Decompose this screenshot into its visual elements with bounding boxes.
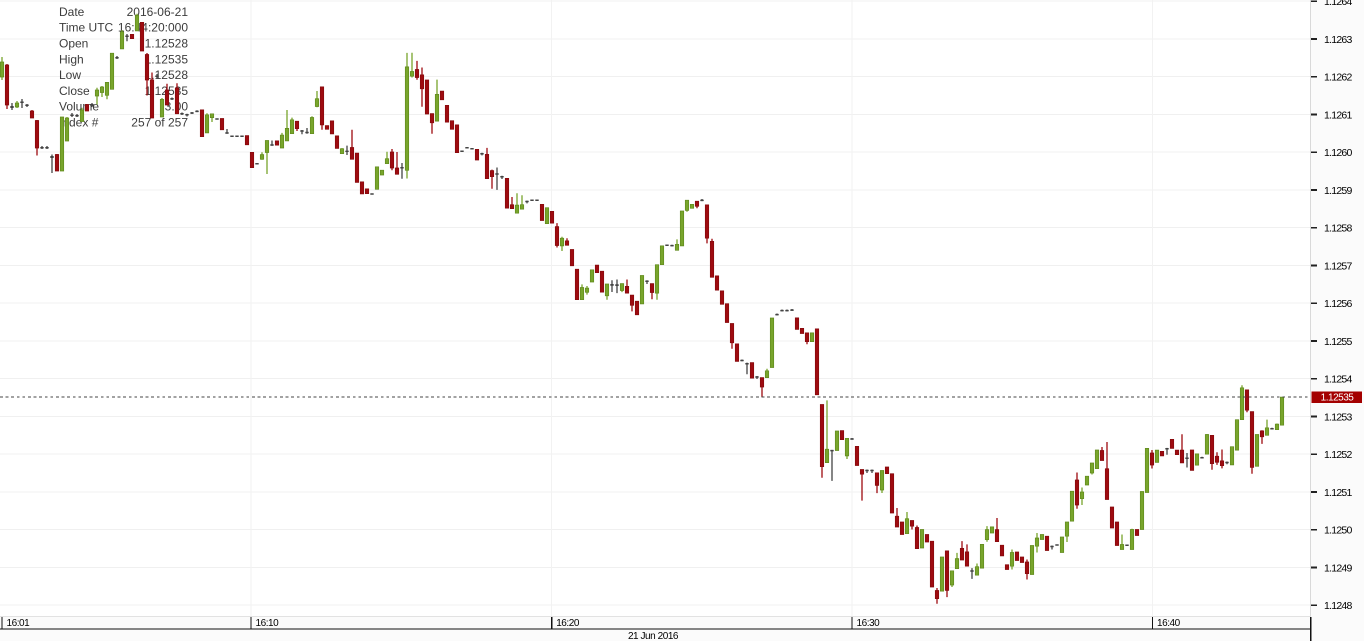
svg-text:1.12535: 1.12535 (1321, 393, 1355, 404)
svg-text:Close: Close (59, 84, 90, 98)
svg-text:Time UTC: Time UTC (59, 21, 114, 35)
svg-text:16:44:20:000: 16:44:20:000 (118, 21, 188, 35)
svg-text:16:30: 16:30 (857, 618, 881, 629)
svg-text:1.1251: 1.1251 (1324, 487, 1353, 499)
svg-text:1.1264: 1.1264 (1324, 0, 1353, 8)
svg-text:1.1262: 1.1262 (1324, 72, 1353, 84)
svg-text:1.1263: 1.1263 (1324, 34, 1353, 46)
svg-text:Volume: Volume (59, 100, 99, 114)
svg-text:1.1250: 1.1250 (1324, 525, 1353, 537)
svg-text:Open: Open (59, 37, 88, 51)
svg-text:1.1258: 1.1258 (1324, 223, 1353, 235)
svg-text:16:01: 16:01 (7, 618, 31, 629)
svg-text:21 Jun 2016: 21 Jun 2016 (628, 631, 679, 641)
svg-text:1.12528: 1.12528 (145, 37, 189, 51)
svg-text:1.1249: 1.1249 (1324, 563, 1353, 575)
svg-text:257 of 257: 257 of 257 (131, 116, 188, 130)
svg-text:2016-06-21: 2016-06-21 (127, 5, 189, 19)
svg-text:1.1253: 1.1253 (1324, 411, 1353, 423)
svg-text:Low: Low (59, 68, 81, 82)
svg-text:1.1261: 1.1261 (1324, 110, 1353, 122)
svg-text:1.1255: 1.1255 (1324, 336, 1353, 348)
svg-text:16:40: 16:40 (1157, 618, 1181, 629)
svg-text:1.12528: 1.12528 (145, 68, 189, 82)
svg-text:16:10: 16:10 (256, 618, 280, 629)
svg-text:1.1259: 1.1259 (1324, 185, 1353, 197)
svg-text:High: High (59, 52, 84, 66)
svg-text:1.1260: 1.1260 (1324, 147, 1353, 159)
svg-text:Date: Date (59, 5, 85, 19)
svg-text:1.1252: 1.1252 (1324, 449, 1353, 461)
svg-text:1.1257: 1.1257 (1324, 260, 1353, 272)
svg-text:1.1256: 1.1256 (1324, 298, 1353, 310)
svg-text:1.1254: 1.1254 (1324, 374, 1353, 386)
svg-text:1.1248: 1.1248 (1324, 600, 1353, 612)
svg-text:16:20: 16:20 (556, 618, 580, 629)
svg-text:1.12535: 1.12535 (145, 52, 189, 66)
